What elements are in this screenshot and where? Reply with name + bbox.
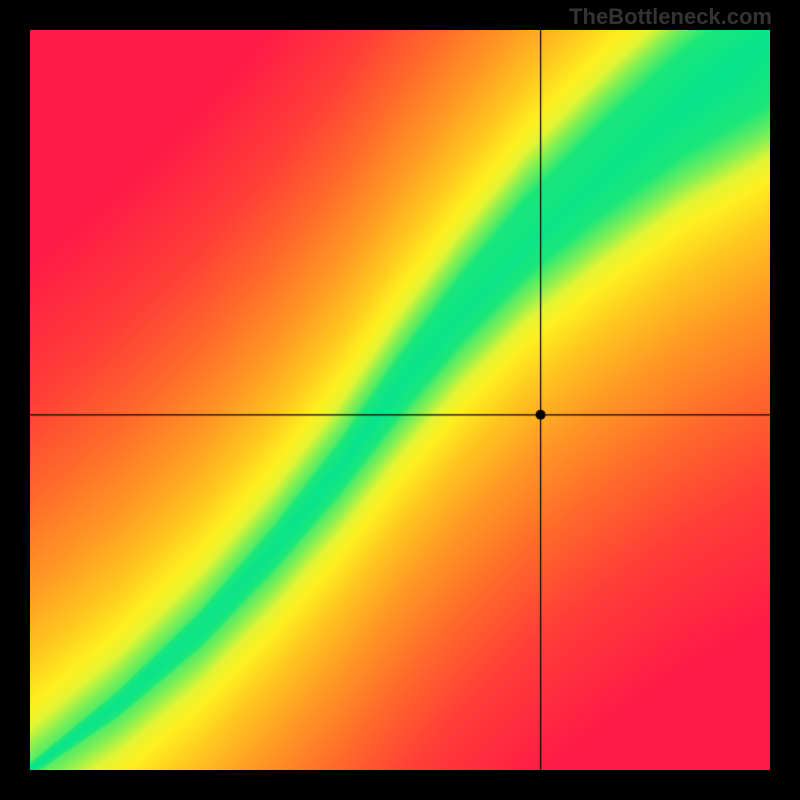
chart-container: TheBottleneck.com [0,0,800,800]
crosshair-overlay [0,0,800,800]
watermark-text: TheBottleneck.com [569,4,772,30]
